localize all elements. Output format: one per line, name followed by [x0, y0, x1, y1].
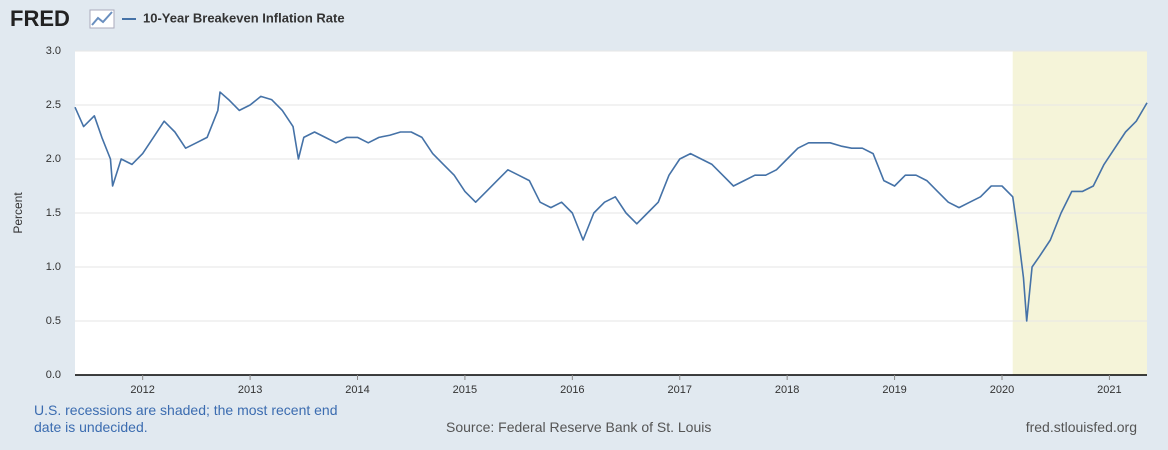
y-tick-label: 2.0	[46, 153, 61, 165]
legend-label: 10-Year Breakeven Inflation Rate	[143, 10, 345, 25]
x-tick-label: 2018	[775, 384, 799, 396]
url: fred.stlouisfed.org	[1025, 419, 1137, 435]
logo: FRED	[10, 6, 70, 31]
x-tick-label: 2020	[990, 384, 1014, 396]
x-tick-label: 2012	[130, 384, 154, 396]
x-tick-label: 2021	[1097, 384, 1121, 396]
y-tick-label: 1.0	[46, 261, 61, 273]
x-tick-label: 2019	[882, 384, 906, 396]
x-tick-label: 2015	[453, 384, 477, 396]
recession-note: U.S. recessions are shaded; the most rec…	[34, 402, 338, 435]
y-tick-label: 2.5	[46, 99, 61, 111]
x-tick-label: 2017	[668, 384, 692, 396]
y-axis-label: Percent	[11, 192, 25, 234]
y-tick-label: 3.0	[46, 45, 61, 57]
y-tick-label: 0.0	[46, 369, 61, 381]
logo-line	[91, 11, 113, 26]
logo-box	[89, 9, 115, 29]
source: Source: Federal Reserve Bank of St. Loui…	[446, 419, 712, 435]
x-tick-label: 2016	[560, 384, 584, 396]
y-tick-label: 0.5	[46, 315, 61, 327]
x-tick-label: 2014	[345, 384, 369, 396]
logo-icon	[89, 9, 115, 29]
y-tick-label: 1.5	[46, 207, 61, 219]
x-tick-label: 2013	[238, 384, 262, 396]
series-line	[74, 91, 1148, 322]
